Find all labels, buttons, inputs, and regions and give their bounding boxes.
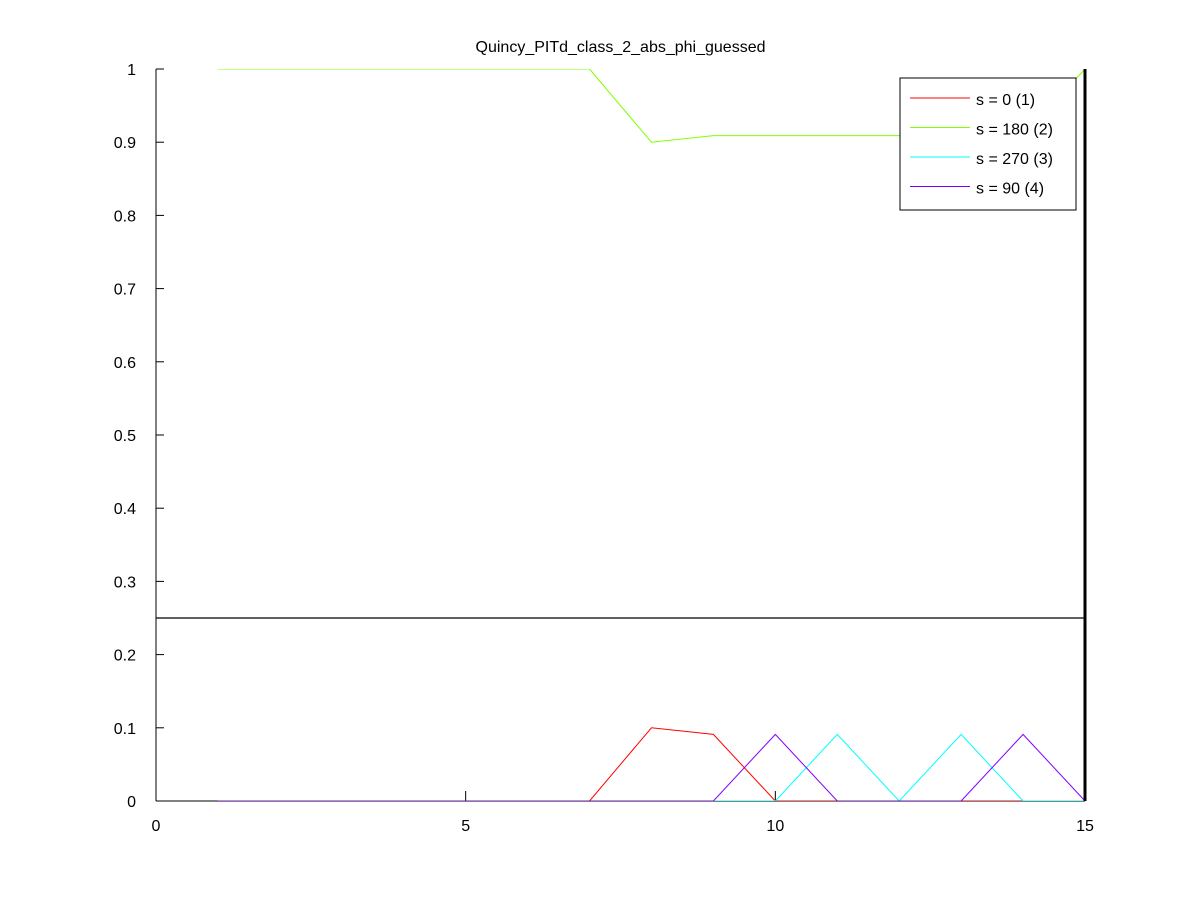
- x-tick-label: 5: [461, 818, 470, 835]
- y-tick-label: 0.8: [114, 208, 136, 225]
- y-tick-label: 0.9: [114, 135, 136, 152]
- series-line: [217, 733, 1085, 801]
- legend-label: s = 0 (1): [976, 92, 1035, 109]
- legend-label: s = 180 (2): [976, 122, 1053, 139]
- legend-box: [899, 77, 1077, 211]
- chart-title: Quincy_PITd_class_2_abs_phi_guessed: [476, 39, 766, 56]
- y-tick-label: 0.1: [114, 721, 136, 738]
- y-tick-label: 0.5: [114, 428, 136, 445]
- y-tick-label: 0: [127, 794, 136, 811]
- x-tick-label: 0: [152, 818, 161, 835]
- reference-lines: [156, 69, 1087, 801]
- legend-label: s = 90 (4): [976, 181, 1044, 198]
- y-tick-label: 0.2: [114, 648, 136, 665]
- x-tick-label: 10: [766, 818, 784, 835]
- series-line: [217, 727, 1085, 801]
- y-tick-label: 0.6: [114, 355, 136, 372]
- y-tick-label: 0.3: [114, 574, 136, 591]
- y-tick-label: 0.7: [114, 282, 136, 299]
- y-tick-label: 1: [127, 62, 136, 79]
- legend: s = 0 (1) s = 180 (2) s = 270 (3) s = 90 (4…: [899, 77, 1077, 211]
- y-tick-label: 0.4: [114, 501, 136, 518]
- legend-label: s = 270 (3): [976, 151, 1053, 168]
- x-tick-label: 15: [1076, 818, 1094, 835]
